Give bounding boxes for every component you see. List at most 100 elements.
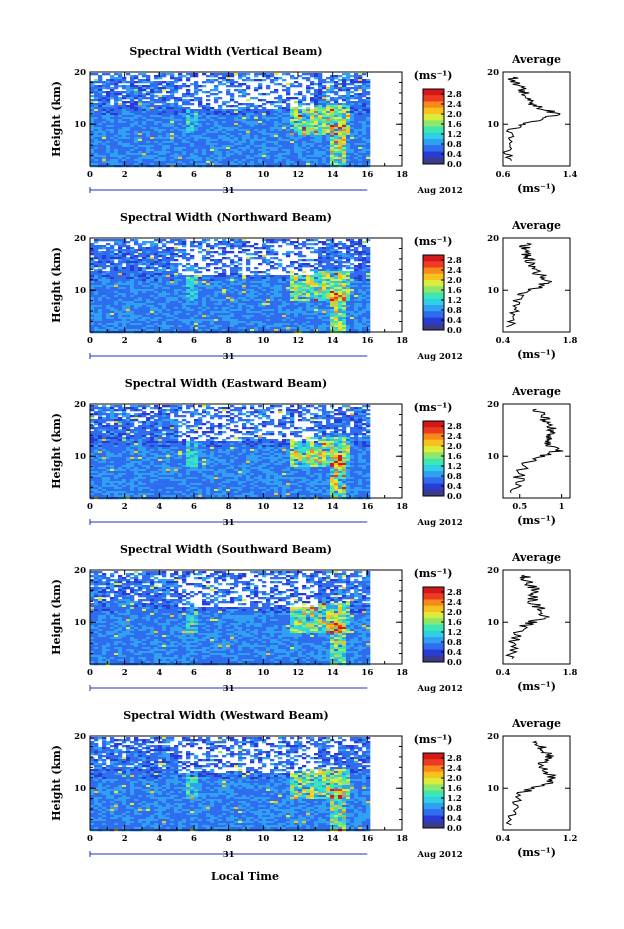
heatmap-cell [250, 119, 255, 122]
heatmap-cell [278, 145, 283, 148]
heatmap-cell [182, 243, 187, 246]
heatmap-cell [162, 287, 167, 290]
heatmap-cell [134, 97, 139, 100]
heatmap-cell [242, 299, 247, 302]
heatmap-cell [274, 303, 279, 306]
heatmap-cell [310, 275, 315, 278]
heatmap-cell [234, 153, 239, 156]
heatmap-cell [98, 295, 103, 298]
heatmap-cell [194, 151, 199, 154]
heatmap-cell [226, 151, 231, 154]
heatmap-cell [118, 99, 123, 102]
heatmap-cell [354, 163, 359, 166]
heatmap-cell [358, 133, 363, 136]
heatmap-cell [222, 109, 227, 112]
heatmap-cell [210, 135, 215, 138]
heatmap-cell [126, 85, 131, 88]
heatmap-cell [94, 95, 99, 98]
heatmap-cell [326, 309, 331, 312]
heatmap-cell [338, 125, 343, 128]
heatmap-cell [182, 155, 187, 158]
heatmap-cell [190, 277, 195, 280]
heatmap-cell [218, 157, 223, 160]
heatmap-cell [302, 137, 307, 140]
heatmap-cell [130, 251, 135, 254]
heatmap-cell [194, 113, 199, 116]
heatmap-cell [170, 293, 175, 296]
heatmap-cell [326, 265, 331, 268]
heatmap-cell [254, 279, 259, 282]
heatmap-cell [302, 281, 307, 284]
heatmap-cell [302, 119, 307, 122]
heatmap-cell [266, 305, 271, 308]
heatmap-cell [246, 281, 251, 284]
heatmap-cell [154, 135, 159, 138]
heatmap-cell [302, 157, 307, 160]
heatmap-cell [282, 159, 287, 162]
heatmap-cell [226, 281, 231, 284]
heatmap-cell [174, 87, 179, 90]
heatmap-cell [126, 297, 131, 300]
heatmap-cell [178, 97, 183, 100]
heatmap-cell [198, 119, 203, 122]
heatmap-cell [274, 289, 279, 292]
x-tick-label: 2 [122, 170, 128, 180]
heatmap-cell [250, 291, 255, 294]
heatmap-cell [142, 107, 147, 110]
heatmap-cell [278, 149, 283, 152]
heatmap-cell [246, 303, 251, 306]
heatmap-cell [154, 259, 159, 262]
heatmap-cell [346, 95, 351, 98]
heatmap-cell [358, 309, 363, 312]
heatmap-cell [242, 131, 247, 134]
heatmap-cell [310, 133, 315, 136]
heatmap-cell [134, 273, 139, 276]
heatmap-cell [190, 285, 195, 288]
heatmap-cell [98, 91, 103, 94]
heatmap-cell [342, 119, 347, 122]
heatmap-cell [194, 73, 199, 76]
heatmap-cell [286, 153, 291, 156]
heatmap-cell [246, 111, 251, 114]
heatmap-cell [162, 95, 167, 98]
heatmap-cell [362, 95, 367, 98]
heatmap-cell [242, 241, 247, 244]
heatmap-cell [330, 247, 335, 250]
heatmap-cell [166, 147, 171, 150]
heatmap-cell [202, 151, 207, 154]
heatmap-cell [130, 277, 135, 280]
heatmap-cell [186, 269, 191, 272]
heatmap-cell [130, 139, 135, 142]
heatmap-cell [158, 87, 163, 90]
heatmap-cell [294, 141, 299, 144]
heatmap-cell [182, 249, 187, 252]
heatmap-cell [98, 125, 103, 128]
heatmap-cell [202, 299, 207, 302]
heatmap-cell [314, 127, 319, 130]
heatmap-cell [310, 73, 315, 76]
heatmap-cell [94, 111, 99, 114]
heatmap-cell [114, 119, 119, 122]
heatmap-cell [194, 127, 199, 130]
heatmap-cell [306, 155, 311, 158]
heatmap-cell [130, 75, 135, 78]
heatmap-cell [234, 157, 239, 160]
heatmap-cell [94, 291, 99, 294]
heatmap-cell [166, 145, 171, 148]
heatmap-cell [90, 83, 95, 86]
heatmap-cell [226, 143, 231, 146]
heatmap-cell [318, 269, 323, 272]
heatmap-cell [158, 253, 163, 256]
heatmap-cell [274, 101, 279, 104]
heatmap-cell [138, 87, 143, 90]
heatmap-cell [126, 291, 131, 294]
heatmap-cell [342, 139, 347, 142]
heatmap-cell [274, 293, 279, 296]
heatmap-cell [138, 259, 143, 262]
heatmap-cell [130, 147, 135, 150]
heatmap-cell [290, 279, 295, 282]
heatmap-cell [306, 115, 311, 118]
heatmap-cell [174, 81, 179, 84]
heatmap-cell [190, 111, 195, 114]
heatmap-cell [294, 267, 299, 270]
